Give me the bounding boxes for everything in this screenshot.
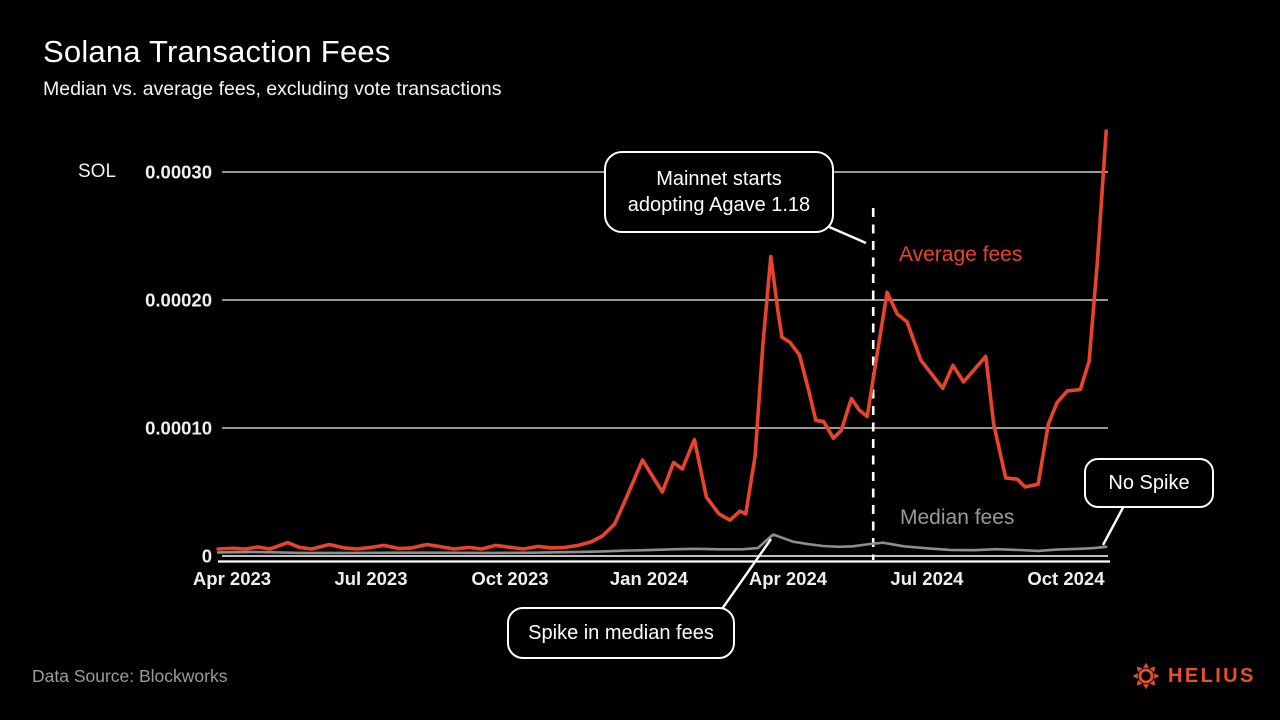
x-tick-label: Apr 2024 — [749, 568, 828, 589]
annotation-median-spike-text: Spike in median fees — [528, 621, 714, 644]
page-subtitle: Median vs. average fees, excluding vote … — [43, 78, 502, 100]
x-tick-label: Oct 2023 — [471, 568, 548, 589]
average-fees-line — [216, 129, 1108, 551]
annotation-no-spike-text: No Spike — [1108, 471, 1190, 494]
agave-connector-line — [826, 224, 867, 245]
annotation-no-spike-box: No Spike — [1084, 458, 1214, 508]
median_spike-connector-line — [721, 538, 772, 610]
annotation-agave-text: Mainnet starts adopting Agave 1.18 — [627, 168, 811, 216]
annotation-median-spike-box: Spike in median fees — [507, 607, 735, 659]
y-tick-label: 0.00010 — [145, 418, 212, 439]
helius-sunburst-icon — [1132, 662, 1160, 690]
annotation-agave-box: Mainnet starts adopting Agave 1.18 — [604, 151, 834, 233]
x-tick-label: Apr 2023 — [193, 568, 271, 589]
x-tick-label: Oct 2024 — [1027, 568, 1105, 589]
data-source-text: Data Source: Blockworks — [32, 666, 228, 686]
median-fees-label: Median fees — [900, 506, 1015, 529]
y-tick-label: 0 — [202, 546, 212, 567]
x-tick-label: Jan 2024 — [610, 568, 689, 589]
median-fees-line — [216, 533, 1108, 555]
helius-logo: HELIUS — [1131, 661, 1256, 691]
y-tick-label: 0.00020 — [145, 290, 212, 311]
y-axis-unit-label: SOL — [78, 161, 117, 182]
x-tick-label: Jul 2023 — [334, 568, 407, 589]
average-fees-label: Average fees — [899, 243, 1023, 266]
y-tick-label: 0.00030 — [145, 162, 212, 183]
no_spike-connector-line — [1101, 501, 1128, 546]
x-tick-label: Jul 2024 — [890, 568, 964, 589]
page-title: Solana Transaction Fees — [43, 34, 391, 69]
helius-wordmark: HELIUS — [1168, 664, 1256, 687]
